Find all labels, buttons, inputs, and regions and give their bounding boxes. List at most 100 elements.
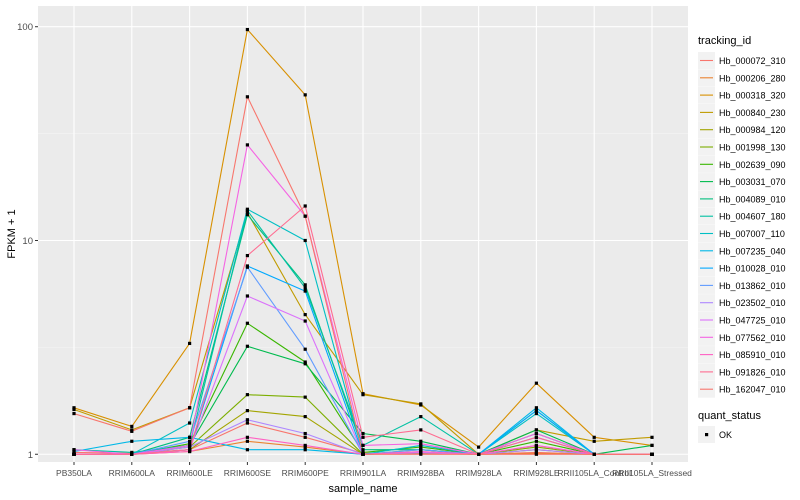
data-point [245,294,249,298]
legend-label: Hb_003031_070 [719,177,786,187]
data-point [303,319,307,323]
data-point [361,393,365,397]
data-point [245,27,249,32]
legend-label: Hb_077562_010 [719,333,786,343]
legend-entry: Hb_013862_010 [698,276,786,294]
data-point [534,448,538,452]
data-point [303,283,307,287]
data-point [130,452,134,456]
data-point [650,435,654,439]
data-point [245,211,249,215]
legend-label: Hb_000984_120 [719,125,786,135]
data-point [419,402,423,406]
data-point [303,435,307,439]
legend-entry: Hb_085910_010 [698,346,786,364]
x-tick-label: RRIM600LE [166,468,213,478]
legend-label: Hb_162047_010 [719,385,786,395]
data-point [650,443,654,448]
data-point [245,213,249,217]
legend-quant-status-title: quant_status [698,410,761,422]
data-point [534,406,538,410]
x-tick-label: RRIM901LA [340,468,387,478]
data-point [592,435,596,439]
legend-title: tracking_id [698,35,751,47]
legend-key-point [705,433,709,437]
legend-label: Hb_001998_130 [719,143,786,153]
data-point [303,445,307,449]
data-point [303,347,307,351]
x-tick-label: RRIM600SE [224,468,272,478]
data-point [245,265,249,269]
data-point [130,429,134,433]
legend-label: Hb_004089_010 [719,194,786,204]
data-point [245,344,249,348]
y-axis-title: FPKM + 1 [6,209,18,258]
legend-label: Hb_000072_310 [719,56,786,66]
data-point [303,360,307,364]
legend-label: Hb_004607_180 [719,212,786,222]
legend-label: Hb_007235_040 [719,246,786,256]
legend-entry: Hb_047725_010 [698,311,786,329]
data-point [188,341,192,346]
data-point [245,253,249,258]
data-point [419,445,423,449]
legend-entry: Hb_000206_280 [698,69,786,87]
legend-label: Hb_085910_010 [719,350,786,360]
data-point [419,442,423,446]
data-point [245,393,249,397]
data-point [534,435,538,439]
data-point [361,435,365,439]
data-point [303,431,307,436]
legend-entry: Hb_000318_320 [698,86,786,104]
data-point [188,442,192,446]
data-point [419,452,423,456]
data-point [303,362,307,366]
data-point [534,409,538,413]
data-point [245,143,249,147]
legend-label: Hb_013862_010 [719,281,786,291]
data-point [303,395,307,399]
legend-entry: Hb_023502_010 [698,294,786,312]
data-point [361,431,365,436]
data-point [72,407,76,412]
legend-entry: Hb_010028_010 [698,259,786,277]
data-point [188,448,192,452]
legend-entry: Hb_000984_120 [698,121,786,139]
data-point [419,449,423,454]
data-point [188,439,192,443]
legend-label: Hb_000206_280 [719,73,786,83]
data-point [361,448,365,452]
data-point [303,214,307,218]
data-point [72,406,76,410]
data-point [534,452,538,456]
x-tick-label: RRIM928LE [513,468,560,478]
y-axis: 1 10 100 [17,22,38,461]
data-point [72,452,76,456]
x-tick-label: RRIM928LA [455,468,502,478]
legend-entry: Hb_000072_310 [698,52,786,69]
y-tick-label: 100 [17,22,33,33]
data-point [245,418,249,422]
legend-label: Hb_047725_010 [719,316,786,326]
data-point [534,431,538,436]
data-point [534,381,538,385]
data-point [188,445,192,449]
data-point [245,95,249,99]
x-tick-label: RRIM600LA [109,468,156,478]
data-point [303,286,307,290]
legend-entry: Hb_077562_010 [698,328,786,346]
y-tick-label: 1 [28,450,33,461]
data-point [245,207,249,211]
data-point [419,428,423,432]
data-point [245,321,249,325]
legend-entry: Hb_004607_180 [698,207,786,225]
legend-label: OK [719,430,732,440]
x-tick-label: PB350LA [56,468,92,478]
x-axis-title: sample_name [328,483,397,495]
data-point [72,448,76,452]
data-point [534,443,538,448]
legend-label: Hb_000840_230 [719,108,786,118]
legend-entry: Hb_000840_230 [698,103,786,121]
x-tick-label: RRIM600PE [282,468,330,478]
